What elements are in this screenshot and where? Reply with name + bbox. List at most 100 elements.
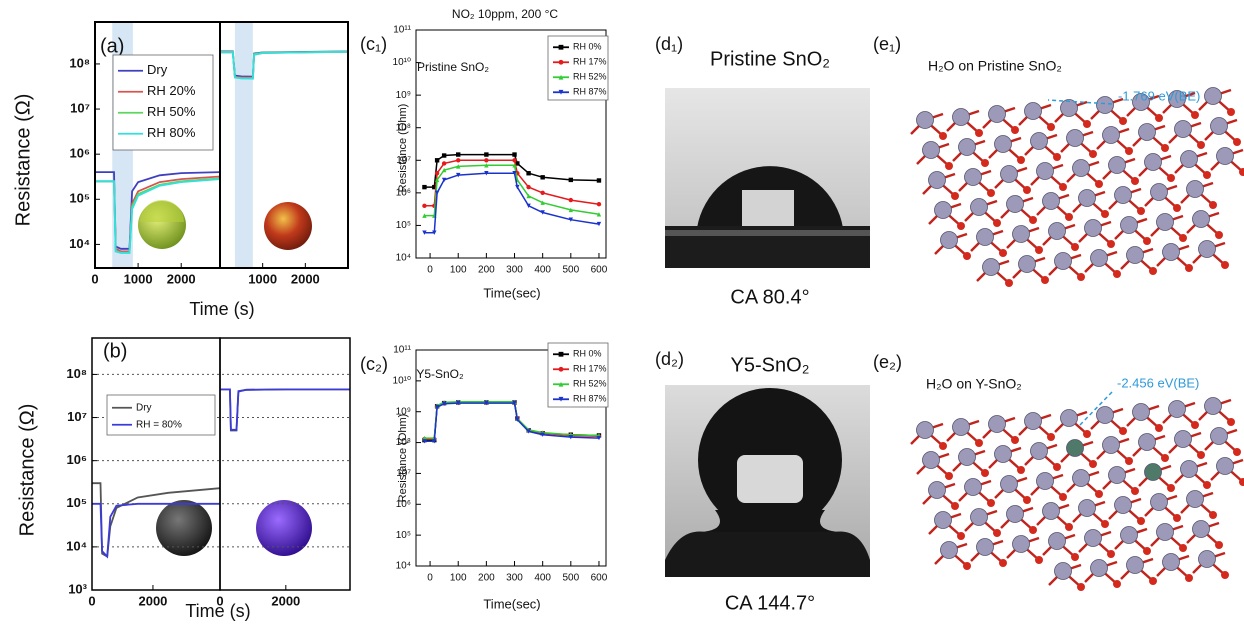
inset-sphere [256,500,312,556]
atom [1174,430,1192,448]
atom [982,258,1000,276]
atom [1000,165,1018,183]
y-tick-label: 10⁷ [70,100,90,115]
y-tick-label: 10¹¹ [393,345,411,356]
y-tick-label: 10¹¹ [393,25,411,36]
legend-label: RH 17% [573,57,607,67]
atom [1030,132,1048,150]
atom [1066,129,1084,147]
x-tick-label: 0 [91,271,98,286]
series-line [424,172,600,234]
marker [596,201,602,207]
atom [1161,144,1169,152]
atom [1078,499,1096,517]
legend-label: Dry [136,402,152,413]
atom [1017,466,1025,474]
atom [1048,222,1066,240]
atom [1107,550,1115,558]
marker [441,401,447,407]
photo-title: Y5-SnO₂ [731,354,810,376]
atom [1233,448,1241,456]
atom [1119,117,1127,125]
marker [422,213,427,218]
marker [515,161,520,166]
x-axis-label: Time (s) [189,299,254,319]
atom [1161,454,1169,462]
marker [422,184,427,190]
atom [1239,478,1244,486]
series-line [424,402,600,443]
atom [1173,514,1181,522]
contact-angle-photo [665,385,870,577]
atom [928,481,946,499]
x-tick-label: 2000 [291,271,320,286]
atom [1084,529,1102,547]
y-tick-label: 10⁴ [396,253,411,264]
y-tick-label: 10⁶ [396,499,411,510]
marker [456,172,461,178]
atom [1125,457,1133,465]
y-tick-label: 10⁷ [396,155,411,166]
marker [540,210,545,215]
atom [1101,520,1109,528]
marker [432,230,437,235]
atom [1119,427,1127,435]
y-tick-label: 10⁶ [396,187,411,198]
atom [1216,147,1234,165]
panel-label: (e₁) [873,34,901,54]
series-line [220,388,350,431]
atom [1090,559,1108,577]
atom [1107,240,1115,248]
atom [939,132,947,140]
atom [951,192,959,200]
panel-label: (e₂) [873,352,902,372]
atom [1155,424,1163,432]
atom [1150,183,1168,201]
x-tick-label: 2000 [167,271,196,286]
x-tick-label: 2000 [138,593,167,608]
atom [1030,442,1048,460]
atom [1179,234,1187,242]
atom [1042,502,1060,520]
atom [1227,418,1235,426]
x-tick-label: 0 [427,573,433,584]
marker [512,152,517,157]
inset-sphere-cut [140,200,184,222]
atom [1149,267,1157,275]
atom [1035,246,1043,254]
atom [964,168,982,186]
arrow [1047,99,1113,105]
atom [1059,183,1067,191]
x-tick-label: 600 [591,265,608,276]
atom [1090,249,1108,267]
atom [1174,120,1192,138]
marker [558,44,564,50]
x-axis-label: Time(sec) [483,596,540,611]
atom [1125,147,1133,155]
atom [1041,276,1049,284]
atom [1096,96,1114,114]
legend-label: RH = 80% [136,419,182,430]
marker [434,171,440,176]
y-tick-label: 10⁷ [396,468,411,479]
atom [970,198,988,216]
series-line [424,164,600,217]
binding-energy: -1.769 eV(BE) [1118,88,1200,103]
marker [441,161,447,166]
atom [939,442,947,450]
y-tick-label: 10⁸ [396,437,411,448]
atom [970,508,988,526]
marker [422,439,427,444]
atom [1012,535,1030,553]
atom [981,159,989,167]
x-tick-label: 500 [562,573,579,584]
marker [422,230,427,235]
y-axis-label: Resistance (Ω) [16,404,38,537]
atom [993,219,1001,227]
atom [1209,511,1217,519]
atom [1216,457,1234,475]
atom [1179,544,1187,552]
axes-frame [415,29,607,259]
atom [934,511,952,529]
